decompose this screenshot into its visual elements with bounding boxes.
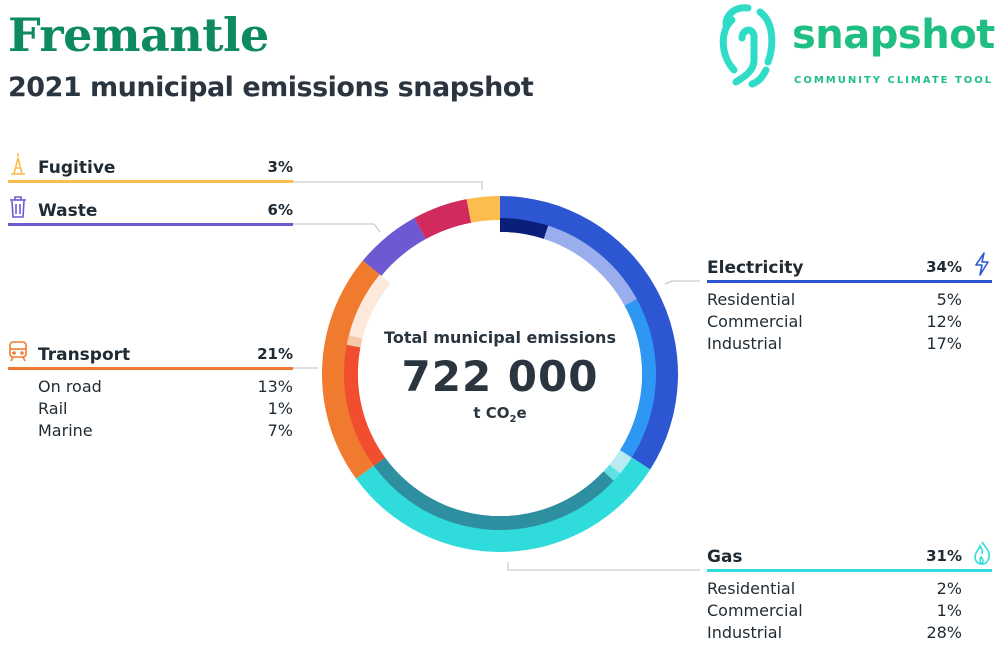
subcategory-row: Industrial 28% — [707, 623, 962, 642]
lightning-icon — [975, 252, 989, 276]
leader-line-fugitive — [293, 181, 483, 190]
category-name: Transport — [38, 345, 131, 365]
category-name: Gas — [707, 547, 743, 567]
category-waste: Waste 6% — [8, 196, 293, 227]
category-pct: 3% — [267, 158, 293, 176]
category-name: Electricity — [707, 258, 804, 278]
leader-line-gas — [507, 562, 700, 571]
leader-lines — [293, 181, 700, 571]
subcategory-row: Marine 7% — [38, 421, 293, 440]
category-pct: 34% — [926, 258, 962, 276]
subcategory-row: Rail 1% — [38, 399, 293, 418]
trash-icon — [10, 196, 26, 218]
slice-transport — [322, 260, 382, 479]
outer-ring — [322, 196, 678, 552]
subslice-gas-industrial — [373, 457, 614, 530]
category-name: Waste — [38, 201, 98, 221]
snapshot-logo: snapshot COMMUNITY CLIMATE TOOL — [712, 0, 1000, 92]
category-rule — [707, 569, 992, 572]
slice-fugitive — [466, 196, 500, 223]
category-rule — [8, 367, 293, 370]
slice-gas — [355, 456, 651, 552]
category-pct: 31% — [926, 547, 962, 565]
center-total: 722 000 — [401, 352, 599, 401]
subcategory-row: Residential 2% — [707, 579, 962, 598]
subslice-gas-residential — [609, 450, 632, 474]
train-icon — [9, 341, 27, 362]
center-unit: t CO2e — [473, 404, 527, 425]
category-electricity: Electricity 34% Residential 5% Commercial… — [707, 252, 992, 356]
inner-ring — [344, 218, 657, 530]
subslice-electricity-residential — [500, 218, 549, 239]
category-pct: 21% — [257, 345, 293, 363]
logo-wordmark: snapshot — [792, 12, 995, 58]
subcategory-row: On road 13% — [38, 377, 293, 396]
slice-agriculture — [414, 199, 472, 240]
subslice-transport-on-road — [344, 344, 386, 466]
subslice-gas-commercial — [603, 464, 621, 481]
category-rule — [8, 223, 293, 226]
subslice-electricity-commercial — [543, 225, 637, 306]
subslice-transport-marine — [348, 274, 391, 339]
logo-tagline: COMMUNITY CLIMATE TOOL — [794, 75, 994, 86]
category-fugitive: Fugitive 3% — [8, 153, 293, 184]
page-subtitle: 2021 municipal emissions snapshot — [8, 72, 534, 103]
category-pct: 6% — [267, 201, 293, 219]
subcategory-row: Industrial 17% — [707, 334, 962, 353]
oil-rig-icon — [11, 153, 25, 175]
donut-hole — [358, 232, 642, 516]
flame-icon — [974, 541, 990, 565]
page-title: Fremantle — [8, 8, 269, 62]
category-rule — [8, 180, 293, 183]
subcategory-row: Residential 5% — [707, 290, 962, 309]
leader-line-electricity — [664, 280, 700, 285]
category-name: Fugitive — [38, 158, 116, 178]
category-gas: Gas 31% Residential 2% Commercial 1% Indus… — [707, 541, 992, 645]
slice-electricity — [500, 196, 678, 470]
fingerprint-logo-icon — [719, 4, 776, 88]
subcategory-row: Commercial 12% — [707, 312, 962, 331]
subslice-electricity-industrial — [619, 298, 657, 458]
subcategory-row: Commercial 1% — [707, 601, 962, 620]
leader-line-waste — [293, 223, 381, 233]
category-transport: Transport 21% On road 13% Rail 1% Marine 7% — [8, 341, 293, 443]
subslice-transport-rail — [346, 335, 363, 348]
category-rule — [707, 280, 992, 283]
center-label: Total municipal emissions — [384, 328, 616, 347]
slice-waste — [362, 218, 426, 276]
